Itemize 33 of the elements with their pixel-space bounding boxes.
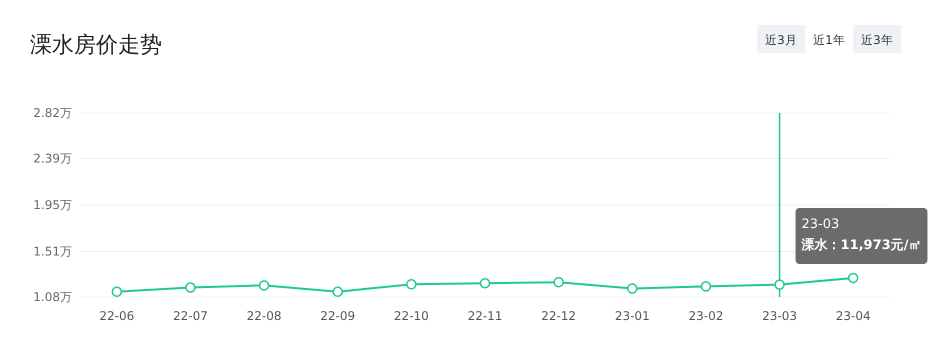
- point: [406, 279, 417, 290]
- annotation: 溧水：11,973元/㎡: [800, 238, 922, 253]
- point: [627, 283, 638, 294]
- point: [258, 280, 270, 291]
- point: [480, 278, 490, 289]
- x-tick-label: 22-08: [246, 309, 282, 323]
- x-tick-label: 22-09: [320, 309, 356, 323]
- x-tick-label: 23-01: [614, 309, 650, 323]
- text: 近3月: [765, 33, 797, 47]
- x-tick-label: 22-11: [468, 309, 502, 323]
- x-tick-label: 22-07: [173, 309, 208, 323]
- x-tick-label: 23-04: [836, 309, 871, 323]
- point: [774, 279, 785, 290]
- annotation: 23-03: [802, 217, 840, 232]
- y-tick-label: 2.82万: [33, 106, 72, 120]
- x-tick-label: 23-03: [762, 309, 797, 323]
- x-tick-label: 22-06: [99, 309, 134, 323]
- y-tick-label: 1.51万: [33, 244, 72, 259]
- y-tick-label: 1.95万: [33, 198, 72, 212]
- x-tick-label: 23-02: [688, 309, 724, 323]
- text: 近1年: [813, 33, 845, 47]
- text: 近3年: [861, 33, 893, 47]
- point: [332, 286, 343, 297]
- chart-title: 溧水房价走势: [30, 33, 162, 58]
- point: [553, 276, 564, 288]
- point: [112, 286, 122, 297]
- point: [700, 281, 712, 292]
- y-tick-label: 1.08万: [33, 290, 72, 304]
- point: [185, 282, 196, 293]
- x-tick-label: 22-12: [541, 309, 576, 323]
- x-tick-label: 22-10: [394, 309, 429, 323]
- y-tick-label: 2.39万: [33, 151, 72, 166]
- point: [848, 272, 858, 284]
